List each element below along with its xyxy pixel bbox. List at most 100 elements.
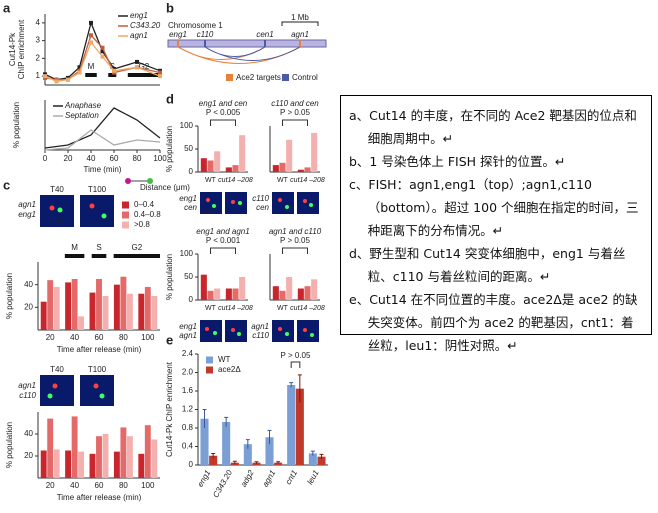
probe-label: agn1: [18, 381, 36, 390]
x-tick-label: 100: [141, 333, 155, 342]
bar: [96, 279, 102, 330]
y-tick-label: 2: [36, 53, 41, 62]
bar: [279, 162, 286, 172]
probe-label: cen: [184, 203, 197, 212]
phase-label: S: [96, 243, 101, 252]
line: [44, 107, 161, 149]
p-value: P < 0.001: [206, 236, 241, 245]
legend-label: WT: [218, 355, 231, 364]
x-tick-label: 80: [119, 481, 128, 490]
x-tick-label: WT: [277, 177, 289, 184]
bar: [317, 456, 326, 465]
legend-label: 0.4–0.8: [134, 210, 161, 219]
error-bar: [310, 450, 315, 456]
legend-label: Ace2 targets: [236, 73, 281, 82]
bar: [71, 416, 78, 478]
bar: [304, 286, 311, 300]
panel-letter: d: [166, 91, 174, 106]
marker: [89, 20, 93, 25]
chromosome-bar: [167, 39, 327, 48]
bar: [53, 286, 60, 330]
bar: [144, 425, 151, 478]
x-tick-label: 80: [119, 333, 128, 342]
bar: [225, 288, 232, 300]
locus-tick: [299, 40, 301, 47]
bar: [286, 277, 293, 300]
bar: [126, 293, 133, 330]
x-tick-label: leu1: [305, 469, 320, 487]
marker: [135, 59, 139, 64]
caption-item: d、野生型和 Cut14 突变体细胞中，eng1 与着丝粒、c110 与着丝粒间…: [349, 246, 626, 284]
legend-swatch: [206, 356, 213, 364]
bar: [138, 293, 145, 330]
micrograph: [80, 375, 114, 406]
probe-label: agn1: [251, 322, 269, 331]
phase-label: G2: [131, 243, 142, 252]
micrograph: [225, 192, 247, 214]
chart-title: eng1 and agn1: [196, 227, 249, 236]
locus-label: agn1: [291, 30, 309, 39]
bar: [65, 450, 72, 478]
y-tick-label: 1: [36, 71, 41, 80]
legend-swatch: [122, 221, 129, 229]
panel-letter: c: [3, 177, 10, 192]
error-bar: [319, 453, 324, 459]
error-bar: [224, 416, 229, 427]
caption-item: e、Cut14 在不同位置的丰度。ace2Δ是 ace2 的缺失突变体。前四个为…: [349, 292, 638, 353]
time-label: T40: [50, 185, 64, 194]
error-bar: [211, 452, 216, 459]
marker: [112, 68, 116, 73]
spot: [212, 204, 216, 208]
bar: [311, 279, 318, 300]
locus-tick: [204, 40, 206, 47]
y-tick-label: 50: [184, 144, 193, 153]
bar: [200, 274, 207, 300]
error-bar: [297, 374, 302, 403]
x-tick-label: 20: [64, 154, 73, 163]
micrograph: [200, 192, 222, 214]
bar: [239, 277, 246, 300]
bar: [225, 167, 232, 172]
marker: [100, 49, 105, 54]
p-value: P < 0.005: [206, 108, 241, 117]
spot: [285, 205, 289, 209]
x-axis-label: Time after release (min): [57, 345, 142, 354]
error-bar: [245, 439, 250, 449]
x-tick-label: C343.20: [211, 468, 234, 499]
spot: [231, 200, 235, 204]
bar: [308, 453, 317, 465]
bar: [78, 316, 85, 330]
bar: [53, 449, 60, 478]
x-axis-label: Time (min): [84, 165, 122, 174]
spot: [89, 203, 95, 209]
bar: [207, 290, 214, 300]
legend-label: ace2Δ: [218, 365, 241, 374]
panel-letter: e: [166, 332, 173, 347]
dumbbell-end: [125, 178, 131, 184]
bar: [214, 288, 221, 300]
marker: [54, 79, 59, 84]
locus-label: cen1: [256, 30, 273, 39]
phase-bar: [85, 73, 97, 77]
bar: [126, 436, 133, 478]
x-tick-label: eng1: [196, 469, 213, 489]
bar: [96, 436, 102, 478]
error-bar: [276, 461, 281, 464]
marker: [77, 70, 82, 75]
caption-box: a、Cut14 的丰度，在不同的 Ace2 靶基因的位点和细胞周期中。↵ b、1…: [340, 95, 652, 353]
bar: [279, 290, 286, 300]
bar: [297, 169, 304, 172]
spot: [99, 393, 105, 399]
scale-text: 1 μm: [50, 220, 63, 226]
bar: [287, 384, 296, 465]
marker: [43, 74, 47, 79]
y-tick-label: 1.2: [182, 405, 194, 414]
y-tick-label: 0.8: [182, 423, 194, 432]
x-tick-label: 20: [46, 481, 55, 490]
bar: [295, 388, 304, 465]
legend-label: C343.20: [130, 21, 161, 30]
bar: [207, 160, 214, 172]
locus-tick: [264, 40, 266, 47]
bar: [120, 427, 127, 478]
x-tick-label: 40: [87, 154, 96, 163]
